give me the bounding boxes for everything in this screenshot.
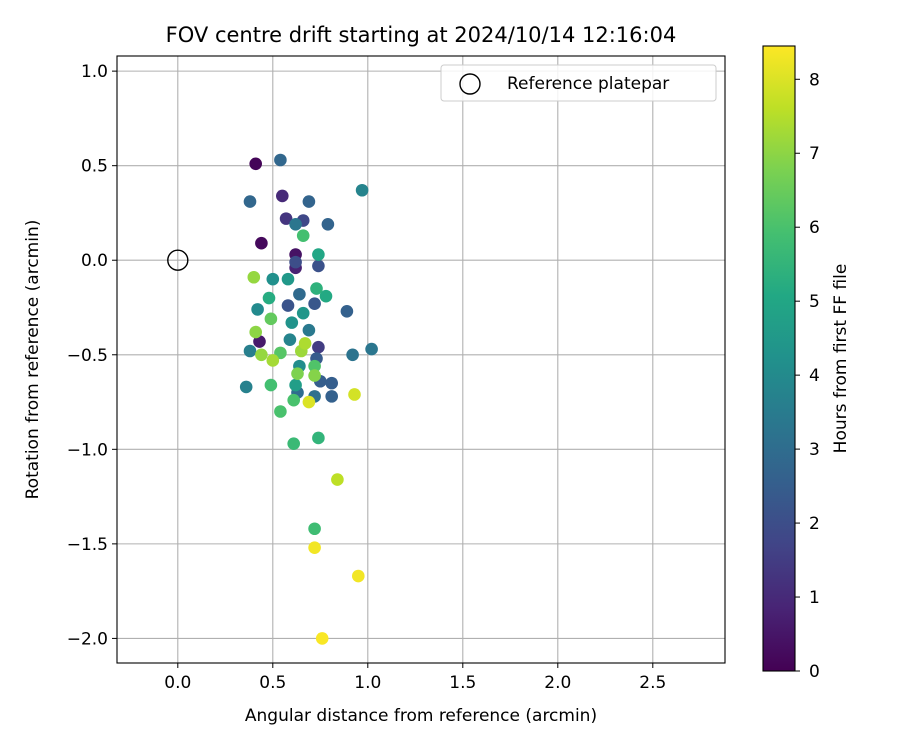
data-point: [289, 378, 302, 392]
y-tick-label: −0.5: [67, 346, 108, 366]
legend-marker-icon: [459, 73, 481, 95]
legend-label: Reference platepar: [507, 74, 669, 94]
x-tick-label: 0.0: [164, 673, 191, 693]
colorbar-ticks: 0 1 2 3 4 5 6 7 8: [795, 70, 820, 682]
colorbar-tick-label: 5: [809, 292, 820, 312]
data-point: [365, 342, 378, 356]
colorbar-tick-label: 8: [809, 70, 820, 90]
data-point: [296, 229, 310, 242]
data-point: [249, 157, 262, 171]
y-tick-label: 1.0: [81, 62, 108, 82]
y-axis-label: Rotation from reference (arcmin): [23, 220, 43, 500]
reference-platepar-marker: [167, 249, 189, 271]
x-tick-label: 2.0: [544, 673, 571, 693]
data-point: [289, 217, 302, 231]
data-point: [279, 212, 293, 225]
data-point: [243, 344, 257, 358]
data-point: [262, 291, 276, 305]
data-point: [264, 312, 278, 326]
data-point: [287, 437, 301, 450]
y-tick-label: −1.0: [67, 440, 108, 460]
data-point: [293, 287, 306, 301]
data-point: [266, 272, 280, 286]
colorbar-tick-label: 2: [809, 514, 820, 534]
data-point: [255, 236, 268, 250]
colorbar-frame: [762, 45, 796, 672]
data-point: [251, 303, 264, 316]
data-point: [315, 632, 329, 645]
data-point: [331, 473, 344, 486]
data-point: [291, 367, 304, 380]
data-point: [325, 390, 339, 403]
data-point: [308, 541, 321, 554]
colorbar-tick-label: 7: [809, 144, 820, 164]
data-point: [266, 354, 280, 367]
x-tick-label: 1.5: [449, 673, 476, 693]
x-tick-label: 0.5: [259, 673, 286, 693]
y-tick-label: −1.5: [67, 535, 108, 555]
data-point: [312, 340, 325, 354]
data-point: [355, 183, 369, 197]
colorbar: 0 1 2 3 4 5 6 7 8 Hours from first FF file: [762, 45, 851, 682]
data-point: [312, 259, 325, 273]
y-tick-label: 0.0: [81, 251, 108, 271]
data-point: [255, 348, 268, 362]
colorbar-tick-label: 0: [809, 662, 820, 682]
data-point: [243, 195, 257, 208]
colorbar-gradient: [763, 46, 795, 671]
data-point: [325, 376, 339, 390]
data-point: [308, 297, 321, 311]
colorbar-tick-label: 1: [809, 588, 820, 608]
data-point: [340, 304, 354, 318]
colorbar-tick-label: 6: [809, 218, 820, 238]
x-tick-label: 2.5: [639, 673, 666, 693]
data-point: [296, 306, 310, 320]
legend: Reference platepar: [440, 64, 717, 102]
data-point: [281, 272, 295, 286]
data-point: [287, 393, 301, 407]
data-point: [321, 217, 335, 231]
data-point: [289, 255, 302, 269]
data-point: [302, 395, 316, 409]
data-point: [239, 380, 253, 394]
data-point: [312, 431, 325, 445]
colorbar-tick-label: 4: [809, 366, 820, 386]
x-axis-label: Angular distance from reference (arcmin): [245, 706, 597, 726]
data-point: [253, 335, 266, 348]
data-point: [310, 282, 323, 295]
data-point: [312, 248, 325, 261]
data-point: [276, 189, 289, 203]
data-point: [346, 348, 359, 362]
chart-title: FOV centre drift starting at 2024/10/14 …: [166, 23, 677, 47]
data-point: [352, 569, 365, 583]
points-layer: [167, 153, 378, 645]
y-tick-label: −2.0: [67, 629, 108, 649]
legend-box: [440, 64, 717, 102]
ticks-layer: 0.0 0.5 1.0 1.5 2.0 2.5 1.0 0.5 0.0 −0.5 −1.0 −1.5 −…: [67, 62, 667, 693]
data-point: [308, 369, 321, 382]
colorbar-tick-label: 3: [809, 440, 820, 460]
colorbar-label: Hours from first FF file: [831, 264, 851, 454]
data-point: [302, 195, 316, 208]
data-point: [249, 325, 262, 339]
data-point: [274, 153, 287, 167]
data-point: [308, 359, 321, 373]
data-point: [281, 299, 295, 312]
data-point: [264, 378, 278, 392]
y-tick-label: 0.5: [81, 157, 108, 177]
data-point: [298, 337, 312, 350]
x-tick-label: 1.0: [354, 673, 381, 693]
data-point: [283, 333, 297, 346]
grid-layer: [117, 56, 725, 663]
data-point: [247, 270, 261, 284]
data-point: [308, 522, 321, 536]
data-point: [319, 289, 333, 303]
plot-frame: [116, 55, 726, 664]
data-point: [302, 323, 316, 337]
data-point: [285, 316, 299, 329]
data-point: [348, 388, 361, 401]
data-point: [274, 405, 287, 418]
